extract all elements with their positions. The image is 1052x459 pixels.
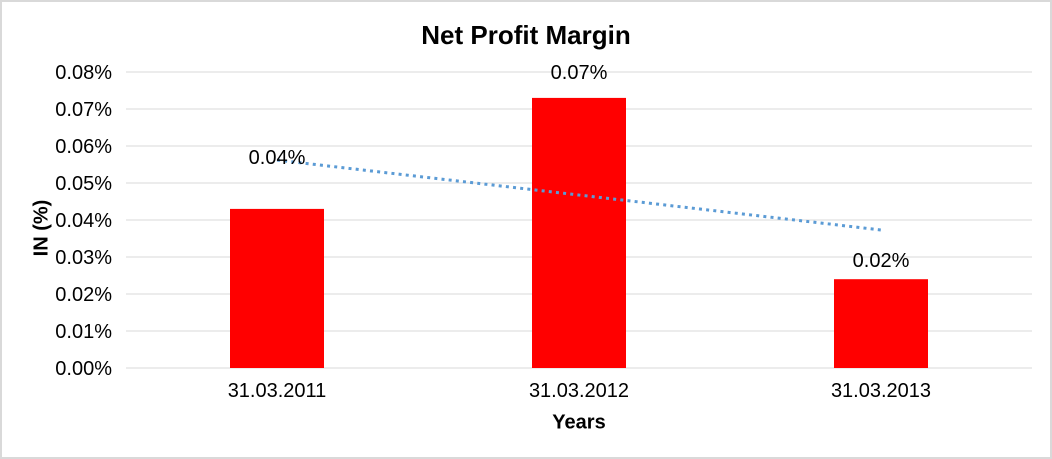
y-tick-label: 0.08%	[55, 62, 112, 84]
y-tick-label: 0.04%	[55, 210, 112, 232]
bar-data-label: 0.07%	[551, 62, 608, 84]
y-tick-label: 0.03%	[55, 247, 112, 269]
x-tick-label: 31.03.2013	[831, 380, 931, 402]
bar	[532, 97, 626, 369]
bar-data-label: 0.02%	[853, 250, 910, 272]
chart-title: Net Profit Margin	[421, 20, 631, 50]
bar	[834, 279, 928, 368]
y-tick-label: 0.01%	[55, 321, 112, 343]
x-axis-title: Years	[552, 411, 606, 434]
y-tick-label: 0.06%	[55, 136, 112, 158]
x-tick-label: 31.03.2011	[228, 380, 327, 402]
y-tick-label: 0.00%	[55, 358, 112, 380]
y-tick-label: 0.02%	[55, 284, 112, 306]
y-tick-label: 0.05%	[55, 173, 112, 195]
y-tick-label: 0.07%	[55, 99, 112, 121]
bar	[230, 208, 324, 368]
bar-data-label: 0.04%	[249, 147, 306, 169]
trendline	[276, 158, 882, 232]
x-tick-label: 31.03.2012	[529, 380, 629, 402]
